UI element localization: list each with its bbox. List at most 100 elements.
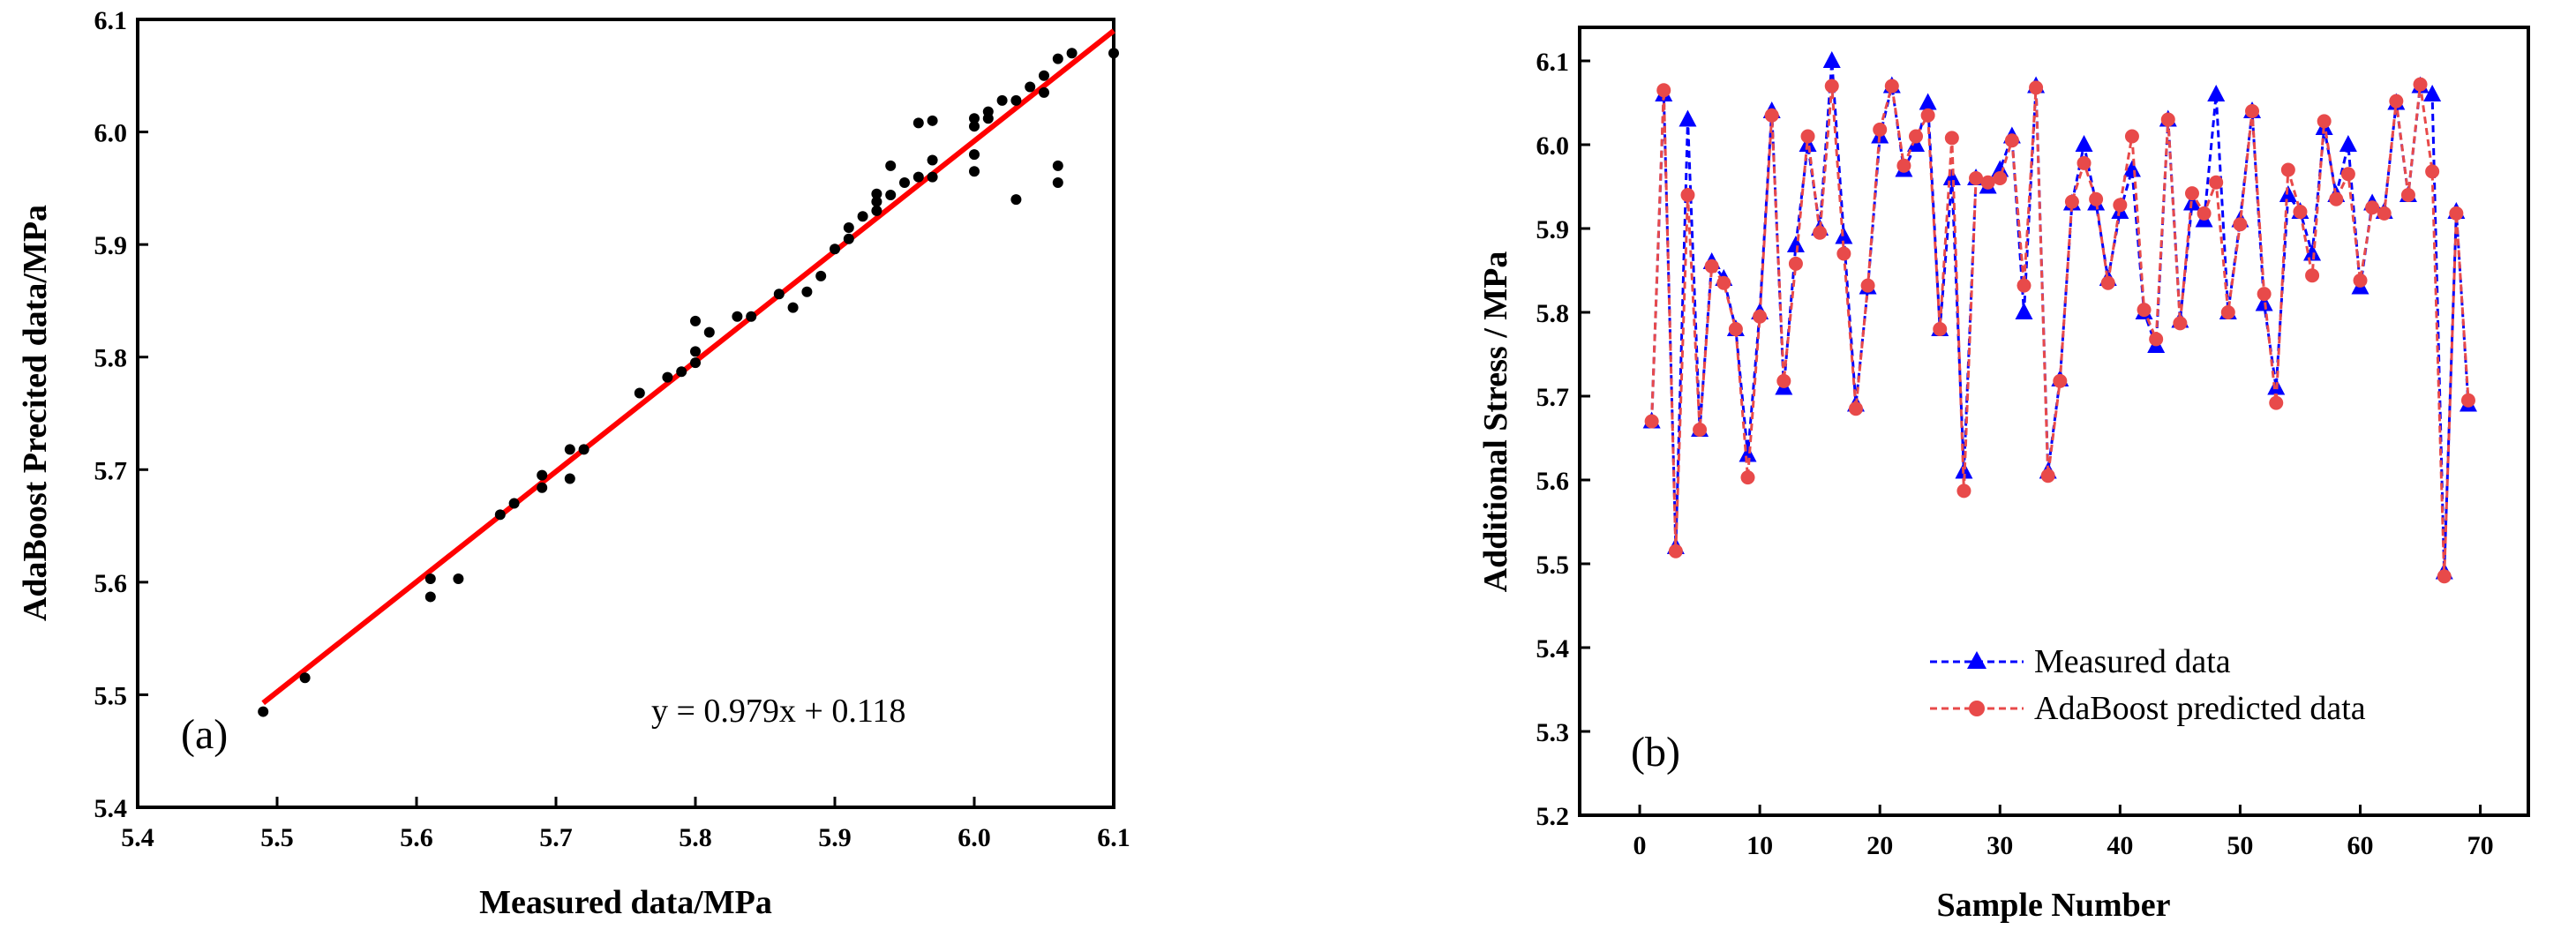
y-tick-label-b: 5.4 — [1536, 634, 1570, 663]
scatter-point — [424, 591, 436, 603]
scatter-point — [787, 302, 799, 313]
circle-point — [2053, 373, 2068, 388]
fit-line — [261, 28, 1115, 706]
scatter-points-layer — [258, 48, 1119, 717]
y-tick-label-b: 5.2 — [1536, 802, 1570, 831]
circle-point — [1980, 175, 1995, 190]
y-tick-label-b: 5.6 — [1536, 467, 1570, 496]
plot-frame-b — [1578, 26, 2530, 817]
circle-point — [2209, 175, 2224, 190]
scatter-point — [578, 444, 590, 455]
series-line — [1650, 60, 2470, 573]
circle-point — [1813, 225, 1828, 240]
circle-point — [2124, 129, 2139, 144]
triangle-point — [1942, 169, 1961, 185]
scatter-point — [1052, 160, 1063, 171]
y-tick-label-a: 5.9 — [94, 231, 128, 260]
triangle-point — [1739, 445, 1757, 462]
scatter-point — [634, 387, 645, 399]
scatter-point — [1052, 176, 1063, 188]
scatter-chart-a: 5.4 5.5 5.6 5.7 5.8 5.9 6.0 6.1 5.4 5.5 5.6 5.7 5.8 5… — [17, 6, 1130, 921]
x-tick-label-a: 5.8 — [679, 823, 712, 852]
circle-point — [2100, 275, 2115, 290]
circle-point — [1668, 543, 1683, 558]
circle-point — [1920, 108, 1935, 123]
tick-labels-b: 0 10 20 30 40 50 60 70 5.2 5.3 5.4 5.5 5.6 5.7 5.8 5.9 6… — [1536, 48, 2494, 860]
scatter-point — [1010, 94, 1022, 106]
scatter-point — [982, 106, 994, 117]
circle-point — [2305, 268, 2320, 283]
scatter-point — [662, 371, 673, 383]
circle-point — [1824, 79, 1839, 94]
circle-point — [2064, 194, 2079, 209]
legend: Measured data AdaBoost predicted data — [1930, 643, 2366, 727]
scatter-point — [690, 357, 701, 369]
y-tick-label-a: 5.4 — [94, 794, 128, 823]
circle-point — [1944, 131, 1959, 146]
circle-point — [2245, 104, 2260, 118]
circle-point — [2220, 305, 2235, 319]
y-axis-title-b: Additional Stress / MPa — [1477, 251, 1514, 593]
circle-point — [1788, 256, 1803, 271]
scatter-point — [690, 346, 701, 357]
circle-point — [2329, 191, 2344, 206]
x-tick-label-a: 5.5 — [260, 823, 294, 852]
x-tick-label-b: 50 — [2227, 831, 2253, 860]
scatter-point — [494, 509, 506, 521]
circle-point — [1680, 188, 1695, 202]
panel-label-b: (b) — [1631, 729, 1680, 776]
triangle-point — [2075, 135, 2093, 152]
legend-item-measured: Measured data — [1930, 643, 2231, 680]
scatter-point — [703, 326, 715, 338]
circle-point — [2077, 155, 2092, 170]
circle-marker-icon — [1969, 701, 1985, 716]
triangle-point — [2303, 244, 2322, 261]
scatter-point — [996, 94, 1008, 106]
scatter-point — [564, 444, 575, 455]
scatter-point — [299, 672, 311, 684]
x-tick-label-a: 5.4 — [121, 823, 154, 852]
scatter-point — [537, 469, 548, 481]
circle-point — [2413, 77, 2428, 92]
triangle-point — [1679, 109, 1697, 127]
y-tick-label-a: 5.5 — [94, 681, 128, 710]
circle-point — [1933, 322, 1948, 336]
circle-point — [2280, 162, 2295, 177]
scatter-point — [1052, 53, 1063, 64]
circle-point — [1656, 83, 1671, 98]
scatter-point — [871, 188, 882, 199]
circle-point — [1693, 423, 1708, 437]
scatter-point — [453, 573, 464, 585]
circle-point — [1969, 171, 1984, 185]
scatter-point — [927, 115, 938, 126]
scatter-point — [871, 196, 882, 207]
circle-point — [1884, 79, 1899, 94]
panel-label-a: (a) — [181, 711, 228, 758]
scatter-point — [676, 366, 687, 378]
scatter-point — [1108, 48, 1119, 59]
axis-ticks-b — [1580, 59, 2482, 817]
triangle-point — [2339, 135, 2357, 152]
y-tick-label-b: 5.3 — [1536, 718, 1570, 747]
x-axis-title-b: Sample Number — [1937, 887, 2171, 924]
circle-point — [1800, 129, 1815, 144]
circle-point — [1848, 401, 1863, 416]
scatter-point — [871, 205, 882, 216]
y-tick-label-a: 6.0 — [94, 119, 128, 148]
scatter-point — [690, 315, 701, 326]
x-tick-label-b: 20 — [1866, 831, 1893, 860]
scatter-point — [1039, 70, 1049, 81]
circle-point — [2460, 393, 2475, 408]
triangle-point — [2122, 160, 2141, 177]
circle-point — [2184, 186, 2199, 201]
scatter-point — [815, 270, 827, 281]
scatter-point — [969, 166, 980, 177]
circle-point — [2160, 112, 2175, 127]
circle-point — [1716, 275, 1731, 290]
circle-point — [2197, 206, 2212, 221]
circle-point — [2089, 191, 2104, 206]
scatter-point — [885, 160, 897, 171]
circle-point — [2029, 80, 2044, 95]
circle-point — [2317, 114, 2332, 129]
scatter-point — [927, 154, 938, 166]
